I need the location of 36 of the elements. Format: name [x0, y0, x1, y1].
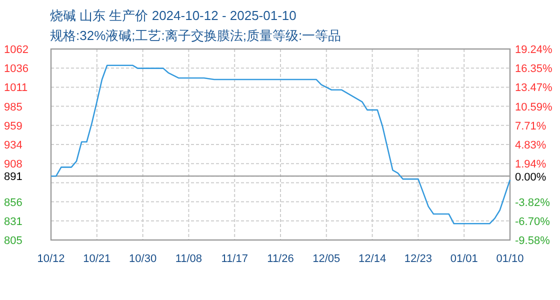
line-series	[50, 64, 511, 224]
x-tick-label: 11/17	[221, 253, 248, 265]
y-tick-label: 908	[4, 158, 22, 171]
x-tick-label: 10/30	[129, 253, 157, 265]
y-tick-label: 1011	[4, 82, 28, 94]
chart-title: 烧碱 山东 生产价 2024-10-12 - 2025-01-10	[50, 8, 296, 23]
chart-subtitle: 规格:32%液碱;工艺:离子交换膜法;质量等级:一等品	[50, 28, 342, 43]
y2-tick-label: -6.70%	[515, 216, 550, 228]
y2-tick-label: 0.00%	[515, 172, 546, 184]
y2-tick-label: 1.94%	[515, 158, 546, 171]
y-tick-label: 831	[4, 216, 22, 228]
x-tick-label: 12/23	[404, 253, 432, 265]
x-tick-label: 11/26	[267, 253, 294, 265]
y-tick-label: 1036	[4, 63, 28, 76]
y-tick-label: 805	[4, 235, 22, 247]
y2-tick-label: 4.83%	[515, 140, 546, 152]
y2-tick-label: 16.35%	[515, 63, 553, 76]
y2-tick-label: 19.24%	[515, 44, 553, 56]
y-tick-label: 856	[4, 196, 22, 209]
y2-tick-label: 13.47%	[515, 82, 553, 94]
y2-tick-label: -3.82%	[515, 196, 550, 209]
y-tick-label: 959	[4, 120, 22, 132]
y2-tick-label: -9.58%	[515, 235, 550, 247]
x-tick-label: 12/14	[358, 253, 386, 265]
x-tick-label: 11/08	[175, 253, 202, 265]
x-tick-label: 01/01	[450, 253, 478, 265]
x-tick-label: 01/10	[496, 253, 524, 265]
y-tick-label: 934	[4, 140, 22, 152]
x-tick-label: 10/21	[83, 253, 111, 265]
y-tick-label: 891	[4, 171, 22, 184]
x-tick-label: 12/05	[312, 253, 340, 265]
y2-tick-label: 10.59%	[515, 101, 553, 114]
y-tick-label: 1062	[4, 44, 28, 56]
x-tick-label: 10/12	[37, 253, 65, 265]
y2-tick-label: 7.71%	[515, 120, 546, 132]
y-tick-label: 985	[4, 101, 22, 114]
